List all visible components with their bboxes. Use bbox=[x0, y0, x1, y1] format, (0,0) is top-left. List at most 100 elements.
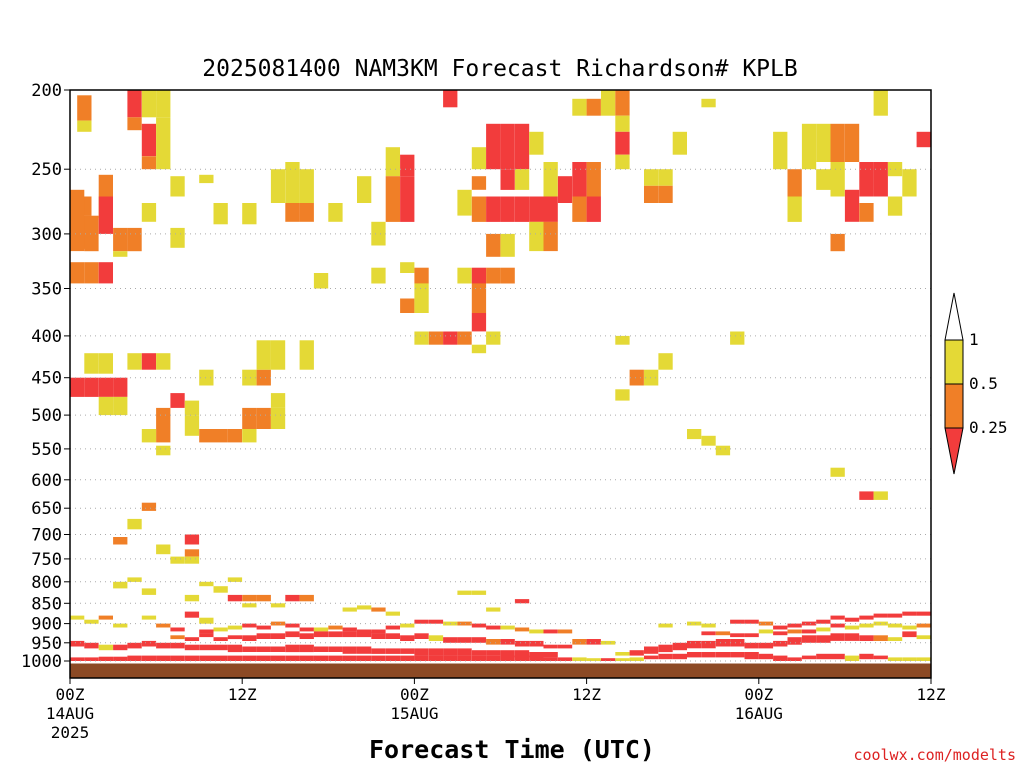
heatmap-cell bbox=[529, 655, 544, 661]
heatmap-cell bbox=[514, 169, 530, 190]
heatmap-cell bbox=[400, 262, 415, 273]
heatmap-cell bbox=[543, 657, 558, 661]
heatmap-cell bbox=[414, 655, 429, 661]
heatmap-cell bbox=[586, 639, 601, 645]
heatmap-cell bbox=[586, 162, 601, 197]
heatmap-cell bbox=[299, 203, 314, 222]
heatmap-cell bbox=[887, 196, 903, 216]
heatmap-cell bbox=[701, 631, 716, 636]
heatmap-cell bbox=[84, 619, 99, 624]
heatmap-cell bbox=[715, 652, 731, 658]
heatmap-cell bbox=[400, 635, 415, 641]
heatmap-cell bbox=[385, 633, 400, 639]
heatmap-cell bbox=[256, 340, 271, 370]
heatmap-cell bbox=[457, 621, 472, 626]
legend-swatch-gt1 bbox=[944, 292, 964, 341]
source-credit: coolwx.com/modelts bbox=[853, 746, 1016, 764]
heatmap-cell bbox=[816, 123, 831, 162]
heatmap-cell bbox=[141, 655, 157, 661]
heatmap-cell bbox=[529, 221, 544, 252]
heatmap-cell bbox=[400, 648, 415, 654]
heatmap-cell bbox=[629, 369, 644, 386]
heatmap-cell bbox=[486, 233, 501, 257]
heatmap-cell bbox=[141, 90, 157, 118]
heatmap-cell bbox=[141, 640, 157, 647]
heatmap-cell bbox=[385, 196, 400, 222]
y-axis-ticks: 200 250 300 350 400 450 500 550 600 650 700 750 8008… bbox=[21, 81, 70, 672]
heatmap-cell bbox=[730, 331, 745, 345]
heatmap-cell bbox=[787, 623, 802, 628]
heatmap-cell bbox=[156, 117, 171, 170]
heatmap-cell bbox=[242, 429, 257, 443]
heatmap-cell bbox=[615, 389, 630, 401]
heatmap-cell bbox=[414, 298, 429, 313]
heatmap-cell bbox=[414, 267, 429, 284]
heatmap-cell bbox=[773, 131, 788, 170]
heatmap-cell bbox=[773, 631, 788, 636]
heatmap-cell bbox=[227, 429, 243, 443]
y-tick-label: 400 bbox=[31, 327, 62, 347]
heatmap-cell bbox=[184, 534, 200, 545]
heatmap-cell bbox=[156, 655, 171, 661]
heatmap-cell bbox=[629, 657, 644, 661]
heatmap-cell bbox=[457, 637, 472, 643]
heatmap-cell bbox=[256, 646, 271, 652]
heatmap-cell bbox=[270, 603, 286, 608]
y-tick-label: 600 bbox=[31, 471, 62, 491]
heatmap-cell bbox=[615, 658, 630, 661]
y-tick-label: 550 bbox=[31, 440, 62, 460]
heatmap-cell bbox=[471, 176, 487, 190]
heatmap-cell bbox=[385, 611, 400, 616]
heatmap-cell bbox=[773, 625, 788, 630]
heatmap-cell bbox=[242, 623, 257, 628]
heatmap-cell bbox=[414, 648, 429, 656]
heatmap-cell bbox=[199, 174, 214, 184]
heatmap-cell bbox=[357, 176, 372, 203]
y-tick-label: 300 bbox=[31, 225, 62, 245]
heatmap-cell bbox=[514, 650, 530, 658]
heatmap-cell bbox=[916, 623, 931, 628]
heatmap-cell bbox=[313, 631, 329, 638]
heatmap-cell bbox=[787, 196, 802, 222]
heatmap-cell bbox=[199, 655, 214, 661]
y-tick-label: 650 bbox=[31, 499, 62, 519]
heatmap-cell bbox=[127, 117, 142, 131]
heatmap-cell bbox=[514, 627, 530, 632]
heatmap-cell bbox=[141, 429, 157, 443]
heatmap-cell bbox=[658, 644, 673, 653]
heatmap-cell bbox=[744, 619, 759, 624]
heatmap-cell bbox=[859, 203, 874, 222]
heatmap-cell bbox=[787, 629, 802, 634]
heatmap-cell bbox=[830, 653, 845, 660]
heatmap-cell bbox=[557, 629, 573, 634]
x-tick-label: 00Z bbox=[56, 685, 85, 704]
heatmap-cell bbox=[285, 594, 300, 602]
heatmap-cell bbox=[156, 445, 171, 456]
heatmap-cell bbox=[486, 639, 501, 645]
heatmap-cell bbox=[816, 627, 831, 632]
heatmap-cell bbox=[557, 176, 573, 203]
heatmap-cell bbox=[227, 625, 243, 630]
heatmap-cell bbox=[357, 605, 372, 610]
heatmap-cell bbox=[801, 621, 817, 626]
heatmap-cell bbox=[342, 655, 357, 661]
heatmap-cell bbox=[242, 203, 257, 225]
heatmap-cell bbox=[98, 644, 113, 651]
heatmap-cell bbox=[873, 491, 888, 500]
heatmap-cell bbox=[773, 640, 788, 647]
heatmap-cell bbox=[902, 611, 917, 616]
heatmap-cell bbox=[156, 642, 171, 649]
heatmap-cell bbox=[816, 635, 831, 643]
heatmap-cell bbox=[342, 646, 357, 654]
heatmap-cell bbox=[830, 233, 845, 252]
heatmap-cell bbox=[844, 625, 860, 630]
x-tick-label: 12Z bbox=[228, 685, 257, 704]
heatmap-cell bbox=[357, 631, 372, 638]
legend-label: 1 bbox=[969, 330, 979, 349]
heatmap-cell bbox=[443, 331, 458, 345]
heatmap-cell bbox=[199, 581, 214, 587]
heatmap-cell bbox=[141, 123, 157, 157]
heatmap-cell bbox=[270, 393, 286, 408]
heatmap-cell bbox=[916, 131, 931, 148]
heatmap-cell bbox=[256, 633, 271, 639]
